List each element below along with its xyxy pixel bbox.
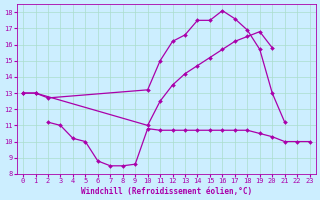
X-axis label: Windchill (Refroidissement éolien,°C): Windchill (Refroidissement éolien,°C) <box>81 187 252 196</box>
